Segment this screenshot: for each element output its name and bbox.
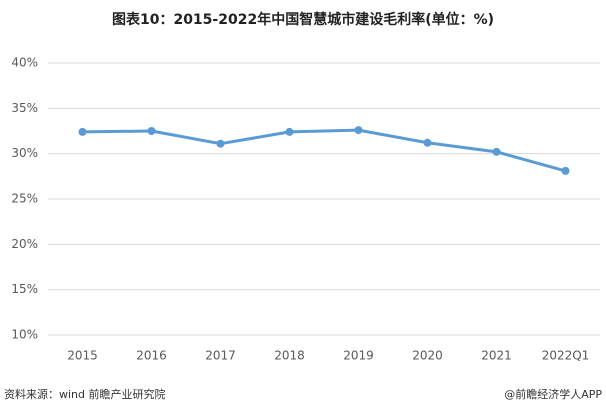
line: [82, 128, 566, 173]
marker: [78, 127, 87, 136]
x-tick-label: 2018: [274, 349, 305, 363]
source: 资料来源：wind 前瞻产业研究院: [4, 387, 166, 401]
x-tick-label: 2017: [205, 349, 236, 363]
x-tick-label: 2019: [343, 349, 374, 363]
x-tick-label: 2022Q1: [542, 349, 590, 363]
x-tick-label: 2015: [67, 349, 98, 363]
marker: [354, 126, 363, 135]
y-tick-label: 40%: [11, 56, 38, 70]
y-tick-label: 10%: [11, 328, 38, 342]
chart-title: 图表10：2015-2022年中国智慧城市建设毛利率(单位：%): [112, 11, 494, 28]
y-tick-label: 30%: [11, 146, 38, 160]
marker: [147, 127, 156, 135]
x-tick-label: 2020: [412, 349, 443, 363]
credit: @前瞻经济学人APP: [504, 387, 602, 401]
y-tick-label: 15%: [11, 282, 38, 296]
y-tick-label: 25%: [11, 192, 38, 206]
marker: [285, 127, 294, 136]
x-tick-label: 2016: [136, 349, 167, 363]
y-tick-label: 35%: [11, 101, 38, 115]
marker: [423, 138, 432, 147]
marker: [216, 139, 225, 148]
marker: [561, 166, 570, 175]
x-tick-label: 2021: [481, 349, 512, 363]
y-tick-label: 20%: [11, 237, 38, 251]
marker: [492, 147, 501, 156]
